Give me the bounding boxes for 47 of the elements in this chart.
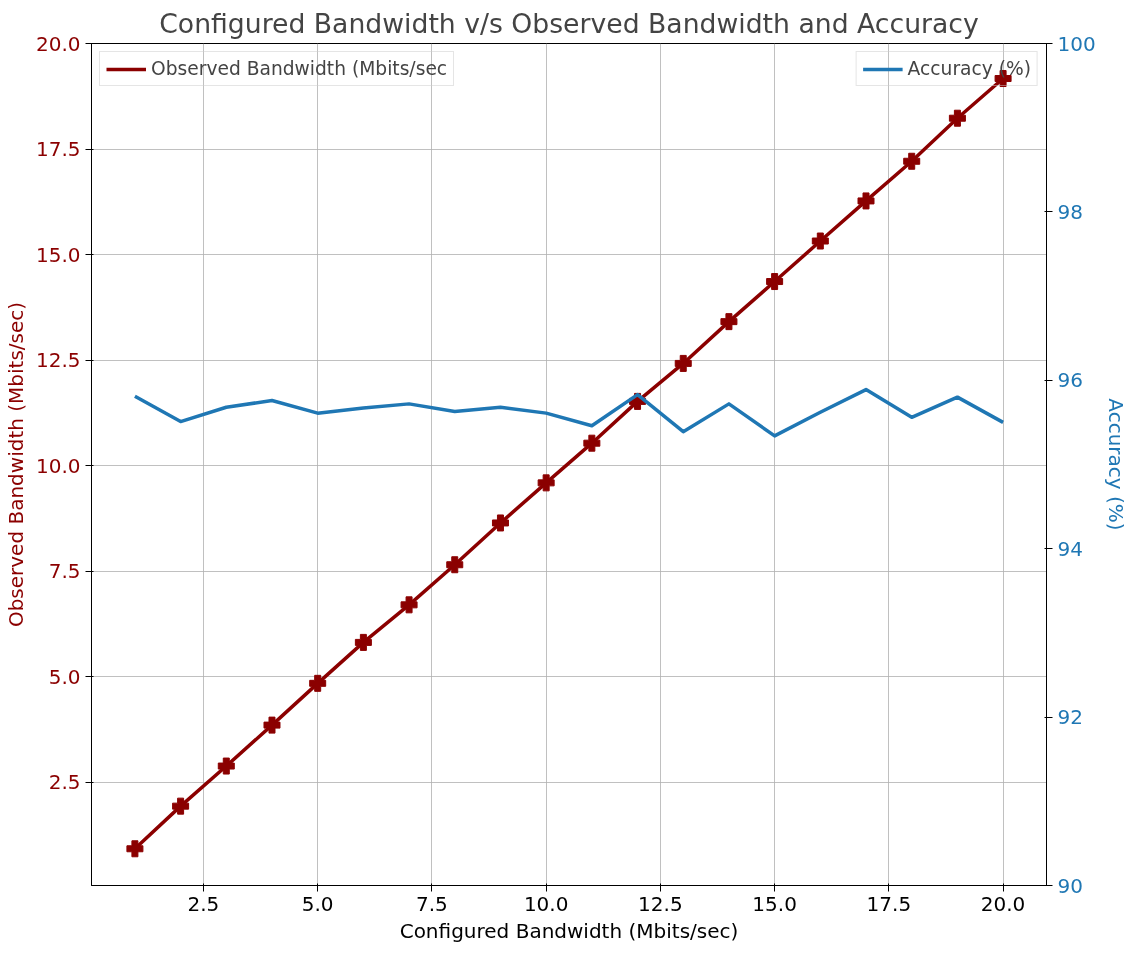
- point: [400, 596, 418, 614]
- point: [126, 840, 144, 858]
- point: [674, 354, 692, 372]
- point: [766, 273, 784, 291]
- y2-axis-title: Accuracy (%): [1103, 398, 1128, 531]
- point: [217, 757, 235, 775]
- x-axis-title: Configured Bandwidth (Mbits/sec): [399, 918, 739, 943]
- y2-tick-label: 94: [1057, 536, 1083, 561]
- y-tick-label: 20.0: [35, 31, 81, 56]
- y2-tick-label: 96: [1057, 368, 1083, 393]
- x-tick-label: 20.0: [980, 891, 1026, 916]
- y-tick-label: 15.0: [35, 242, 81, 267]
- chart-title: Configured Bandwidth v/s Observed Bandwidth and Accuracy: [159, 7, 979, 39]
- x-tick-label: 17.5: [866, 891, 912, 916]
- point: [354, 633, 372, 651]
- point: [948, 109, 966, 127]
- y-tick-label: 5.0: [48, 664, 81, 689]
- legend-label: Accuracy (%): [907, 58, 1031, 79]
- point: [583, 434, 601, 452]
- y-axis-title: Observed Bandwidth (Mbits/sec): [3, 301, 28, 628]
- line-series: [133, 387, 1005, 438]
- y-tick-label: 17.5: [35, 137, 81, 162]
- x-tick-label: 7.5: [416, 891, 448, 916]
- y2-tick-label: 90: [1057, 873, 1083, 898]
- x-tick-label: 15.0: [752, 891, 797, 916]
- y-tick-label: 12.5: [35, 348, 81, 373]
- point: [903, 152, 921, 170]
- legend-label: Observed Bandwidth (Mbits/sec: [151, 58, 448, 79]
- point: [857, 192, 875, 210]
- y-tick-label: 10.0: [35, 453, 81, 478]
- point: [309, 674, 327, 692]
- y2-tick-label: 98: [1057, 199, 1083, 224]
- x-tick-label: 10.0: [523, 891, 569, 916]
- x-tick-label: 2.5: [187, 891, 220, 916]
- point: [263, 716, 281, 734]
- point: [537, 474, 555, 492]
- x-tick-label: 12.5: [638, 891, 683, 916]
- point: [446, 556, 464, 574]
- y-tick-label: 2.5: [48, 770, 81, 795]
- y2-tick-label: 92: [1057, 705, 1083, 730]
- y2-tick-label: 100: [1057, 31, 1096, 56]
- y-tick-label: 7.5: [48, 559, 81, 584]
- point: [491, 514, 509, 532]
- point: [720, 313, 738, 331]
- point: [172, 797, 190, 815]
- x-tick-label: 5.0: [301, 891, 334, 916]
- point: [811, 232, 829, 250]
